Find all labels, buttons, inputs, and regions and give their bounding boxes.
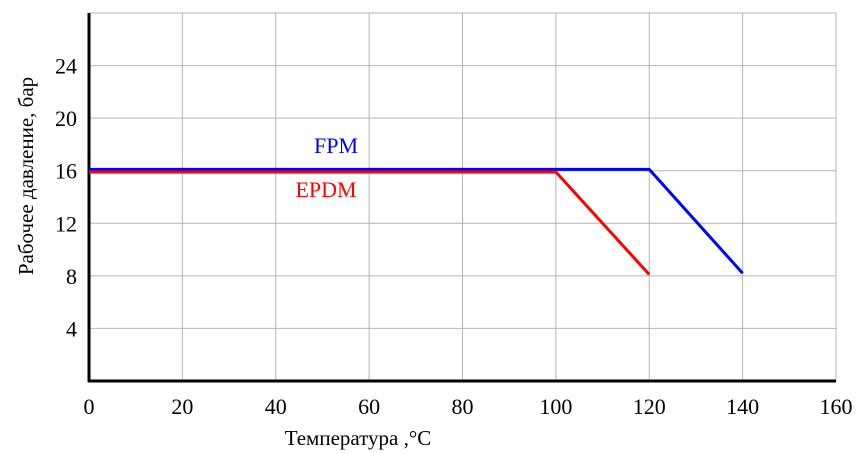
axes xyxy=(87,13,836,383)
series-line-epdm xyxy=(89,170,651,276)
x-tick-label: 160 xyxy=(820,394,853,419)
y-tick-labels: 4 8 12 16 20 24 xyxy=(55,54,77,342)
series-labels: FPM EPDM xyxy=(295,133,358,202)
x-tick-labels: 0 20 40 60 80 100 120 140 160 xyxy=(84,394,853,419)
x-tick-label: 80 xyxy=(452,394,474,419)
y-tick-label: 20 xyxy=(55,106,77,131)
x-tick-label: 60 xyxy=(358,394,380,419)
x-tick-label: 20 xyxy=(171,394,193,419)
grid-lines xyxy=(89,12,837,381)
x-axis-label: Температура ,°C xyxy=(285,426,432,450)
y-tick-label: 16 xyxy=(55,159,77,184)
x-tick-label: 120 xyxy=(633,394,666,419)
series-label-epdm: EPDM xyxy=(295,177,356,202)
x-tick-label: 100 xyxy=(539,394,572,419)
series-label-fpm: FPM xyxy=(314,133,358,158)
x-tick-label: 40 xyxy=(265,394,287,419)
x-tick-label: 0 xyxy=(84,394,95,419)
series-line-fpm xyxy=(89,167,744,275)
y-tick-label: 4 xyxy=(66,316,77,341)
y-tick-label: 24 xyxy=(55,54,77,79)
x-tick-label: 140 xyxy=(726,394,759,419)
series-lines xyxy=(89,167,744,276)
y-tick-label: 8 xyxy=(66,264,77,289)
y-tick-label: 12 xyxy=(55,211,77,236)
y-axis-label: Рабочее давление, бар xyxy=(14,77,38,275)
